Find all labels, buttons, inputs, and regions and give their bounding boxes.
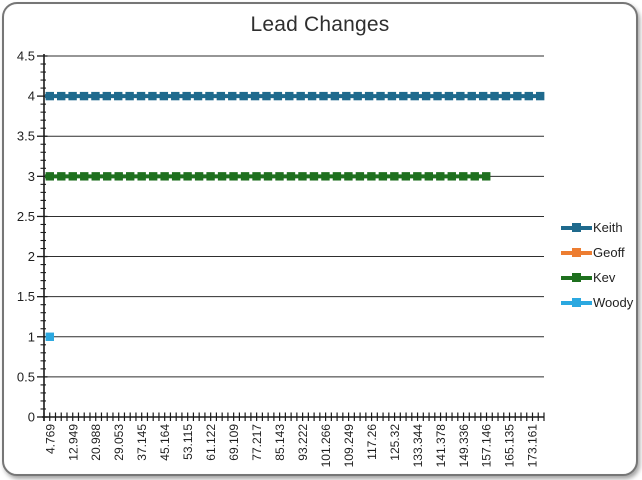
- axes: [42, 54, 544, 421]
- y-axis-labels: 0 0.5 1 1.5 2 2.5 3 3.5 4 4.5: [17, 49, 35, 425]
- svg-text:2.5: 2.5: [17, 209, 35, 224]
- svg-text:125.32: 125.32: [388, 424, 402, 461]
- svg-text:45.164: 45.164: [158, 424, 172, 461]
- plot-area[interactable]: 0 0.5 1 1.5 2 2.5 3 3.5 4 4.5 4.769 12.949 20.988 29.…: [4, 4, 642, 480]
- svg-text:4.5: 4.5: [17, 49, 35, 64]
- svg-text:1.5: 1.5: [17, 289, 35, 304]
- svg-text:3.5: 3.5: [17, 129, 35, 144]
- svg-text:77.217: 77.217: [250, 424, 264, 461]
- svg-text:29.053: 29.053: [112, 424, 126, 461]
- svg-text:157.146: 157.146: [480, 424, 494, 468]
- series-kev: [45, 172, 491, 181]
- svg-text:2: 2: [28, 249, 35, 264]
- svg-text:20.988: 20.988: [89, 424, 103, 461]
- svg-text:133.344: 133.344: [411, 424, 425, 468]
- svg-text:85.143: 85.143: [273, 424, 287, 461]
- svg-text:53.115: 53.115: [181, 424, 195, 460]
- svg-text:117.26: 117.26: [365, 424, 379, 460]
- legend-label: Woody: [593, 295, 634, 310]
- svg-text:0.5: 0.5: [17, 369, 35, 384]
- svg-text:165.135: 165.135: [503, 424, 517, 468]
- svg-text:4: 4: [28, 89, 35, 104]
- svg-text:93.222: 93.222: [296, 424, 310, 461]
- svg-text:141.378: 141.378: [434, 424, 448, 468]
- legend-label: Kev: [593, 270, 616, 285]
- legend-item-kev[interactable]: Kev: [561, 265, 642, 290]
- legend: Keith Geoff Kev Woody: [561, 215, 642, 315]
- legend-swatch-geoff: [561, 248, 592, 257]
- legend-swatch-keith: [561, 223, 592, 232]
- svg-text:1: 1: [28, 329, 35, 344]
- series-keith: [45, 91, 545, 101]
- svg-text:101.266: 101.266: [319, 424, 333, 468]
- series-woody: [45, 332, 54, 341]
- legend-item-keith[interactable]: Keith: [561, 215, 642, 240]
- svg-text:3: 3: [28, 169, 35, 184]
- svg-text:37.145: 37.145: [135, 424, 149, 461]
- chart-frame: Lead Changes 0 0.5 1 1.5 2 2.5 3 3.5 4 4.5 4.769 12…: [2, 2, 638, 476]
- svg-text:109.249: 109.249: [342, 424, 356, 468]
- svg-text:12.949: 12.949: [66, 424, 80, 461]
- x-axis-labels: 4.769 12.949 20.988 29.053 37.145 45.164 53.11…: [43, 424, 539, 468]
- y-axis-ticks: [37, 55, 48, 418]
- svg-text:4.769: 4.769: [43, 424, 57, 454]
- chart-title: Lead Changes: [250, 13, 390, 36]
- svg-text:173.161: 173.161: [526, 424, 540, 468]
- legend-label: Keith: [593, 220, 623, 235]
- legend-item-woody[interactable]: Woody: [561, 290, 642, 315]
- legend-label: Geoff: [593, 245, 625, 260]
- svg-text:149.336: 149.336: [457, 424, 471, 468]
- svg-text:69.109: 69.109: [227, 424, 241, 461]
- gridlines: [44, 55, 544, 418]
- legend-item-geoff[interactable]: Geoff: [561, 240, 642, 265]
- svg-text:0: 0: [28, 410, 35, 425]
- svg-text:61.122: 61.122: [204, 424, 218, 461]
- legend-swatch-woody: [561, 298, 592, 307]
- legend-swatch-kev: [561, 273, 592, 282]
